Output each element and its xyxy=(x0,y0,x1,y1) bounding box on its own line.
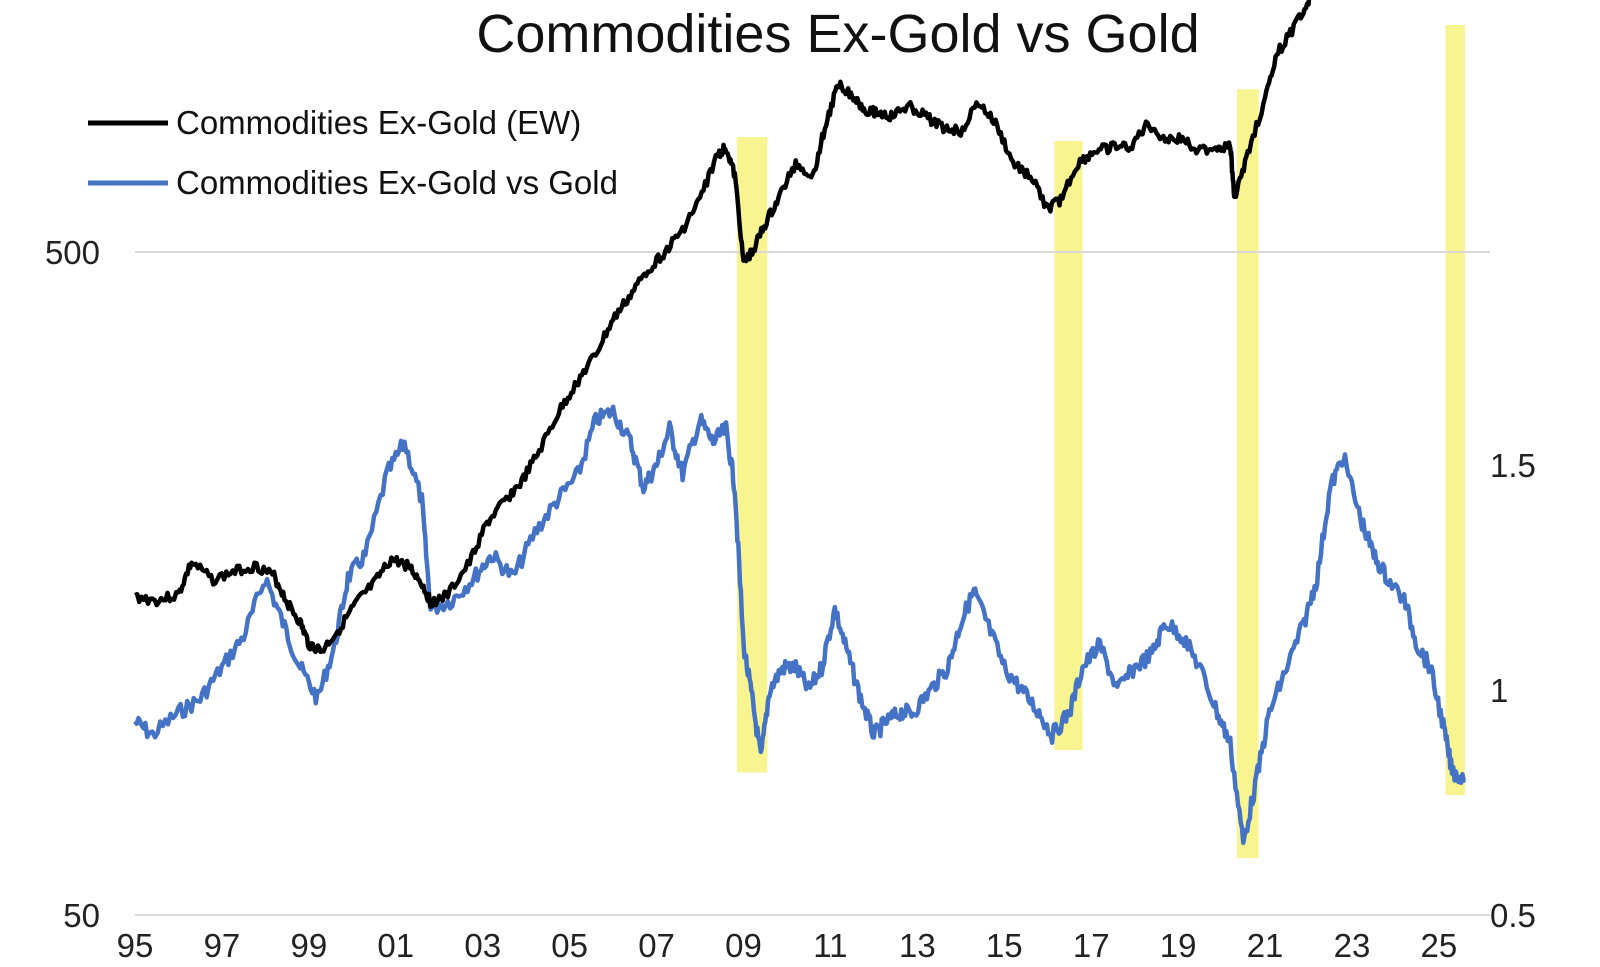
x-tick-label: 17 xyxy=(1073,927,1110,964)
chart-title: Commodities Ex-Gold vs Gold xyxy=(476,4,1199,64)
x-tick-label: 11 xyxy=(813,927,847,964)
y-right-tick-label: 1.5 xyxy=(1490,447,1536,484)
x-tick-label: 99 xyxy=(290,927,327,964)
x-tick-label: 15 xyxy=(986,927,1023,964)
y-left-tick-label: 500 xyxy=(45,234,100,271)
x-tick-label: 25 xyxy=(1421,927,1458,964)
y-left-tick-label: 50 xyxy=(63,897,100,934)
highlight-band-2 xyxy=(1054,141,1083,750)
x-tick-label: 09 xyxy=(725,927,762,964)
x-tick-label: 19 xyxy=(1160,927,1197,964)
y-right-tick-label: 1 xyxy=(1490,672,1508,709)
x-tick-label: 23 xyxy=(1334,927,1371,964)
highlight-bands xyxy=(736,25,1465,859)
x-tick-label: 03 xyxy=(464,927,501,964)
y-axis-left: 50 500 xyxy=(45,234,100,934)
x-tick-label: 13 xyxy=(899,927,936,964)
series-layer xyxy=(133,0,1466,846)
y-right-tick-label: 0.5 xyxy=(1490,897,1536,934)
series-line-ex-gold-ew xyxy=(134,0,1312,655)
series-line-ex-gold-vs-gold xyxy=(133,404,1466,846)
legend-label-ratio: Commodities Ex-Gold vs Gold xyxy=(176,164,618,201)
x-tick-label: 95 xyxy=(117,927,154,964)
x-tick-label: 97 xyxy=(204,927,241,964)
legend: Commodities Ex-Gold (EW) Commodities Ex-… xyxy=(88,104,618,201)
legend-label-ew: Commodities Ex-Gold (EW) xyxy=(176,104,581,141)
x-tick-label: 21 xyxy=(1247,927,1284,964)
x-axis: 95 97 99 01 03 05 07 09 11 13 15 17 19 21 23 25 xyxy=(117,927,1458,964)
highlight-band-3 xyxy=(1236,89,1259,859)
x-tick-label: 07 xyxy=(638,927,675,964)
x-tick-label: 01 xyxy=(377,927,414,964)
y-axis-right: 0.5 1 1.5 xyxy=(1490,447,1536,934)
x-tick-label: 05 xyxy=(551,927,588,964)
highlight-band-4 xyxy=(1445,25,1465,795)
